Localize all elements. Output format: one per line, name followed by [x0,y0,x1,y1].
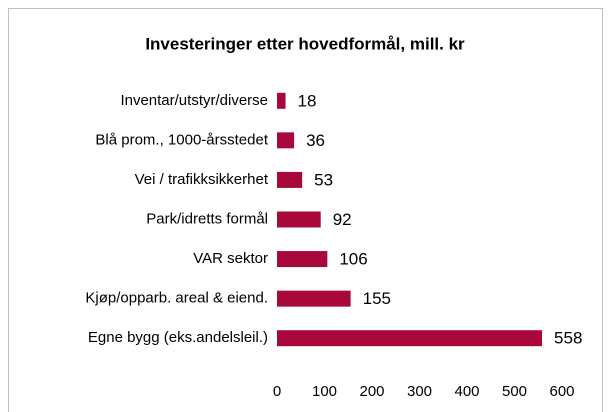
y-tick-label: Kjøp/opparb. areal & eiend. [85,290,268,307]
x-tick-label: 0 [273,383,281,400]
chart-border [8,8,603,412]
y-tick-label: Egne bygg (eks.andelsleil.) [88,329,268,346]
value-label: 558 [554,329,582,348]
x-tick-label: 100 [312,383,337,400]
value-label: 18 [298,91,317,110]
x-tick-label: 300 [407,383,432,400]
value-label: 36 [306,131,325,150]
y-tick-label: VAR sektor [193,250,268,267]
y-tick-label: Park/idretts formål [146,210,268,227]
value-label: 53 [314,170,333,189]
chart-title: Investeringer etter hovedformål, mill. k… [145,34,465,53]
x-tick-label: 500 [502,383,527,400]
y-tick-label: Inventar/utstyr/diverse [120,92,268,109]
bar [277,251,328,268]
value-label: 106 [339,250,367,269]
x-tick-label: 600 [549,383,574,400]
x-tick-label: 200 [359,383,384,400]
value-label: 92 [333,210,352,229]
value-label: 155 [363,289,391,308]
bar [277,211,321,228]
bar [277,290,351,307]
y-tick-label: Vei / trafikksikkerhet [135,171,269,188]
bar [277,132,295,149]
bar [277,92,286,109]
x-tick-label: 400 [454,383,479,400]
bar [277,330,543,347]
y-tick-label: Blå prom., 1000-årsstedet [95,131,268,148]
bar [277,171,303,188]
